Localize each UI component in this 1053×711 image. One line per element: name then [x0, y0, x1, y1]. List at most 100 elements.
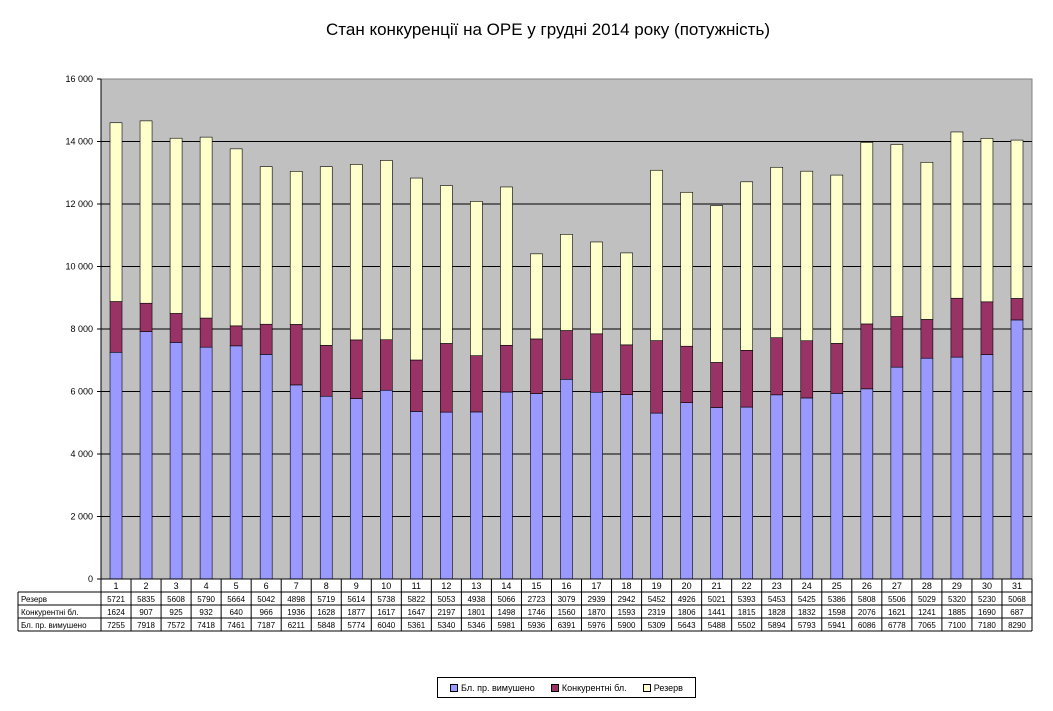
table-cell: 966	[259, 608, 273, 617]
bar-1-30	[980, 354, 994, 580]
category-label: 19	[652, 581, 662, 591]
bar-2-30	[980, 301, 994, 355]
category-label: 12	[441, 581, 451, 591]
category-row	[101, 579, 1032, 592]
table-cell: 3079	[558, 595, 576, 604]
table-cell: 7461	[227, 621, 245, 630]
category-label: 25	[832, 581, 842, 591]
bar-3-4	[199, 136, 213, 319]
table-cell: 1806	[678, 608, 696, 617]
bar-1-26	[860, 388, 874, 580]
table-cell: 4938	[468, 595, 486, 604]
bar-1-1	[109, 351, 123, 580]
category-label: 20	[682, 581, 692, 591]
table-cell: 5643	[678, 621, 696, 630]
bar-1-28	[920, 357, 934, 580]
category-label: 30	[982, 581, 992, 591]
bar-3-26	[860, 142, 874, 325]
bar-2-13	[470, 355, 483, 413]
table-cell: 2723	[528, 595, 546, 604]
table-cell: 907	[139, 608, 153, 617]
bar-2-8	[319, 345, 333, 397]
table-cell: 5068	[1008, 595, 1026, 604]
table-cell: 7187	[257, 621, 275, 630]
category-label: 10	[381, 581, 391, 591]
table-cell: 5053	[437, 595, 455, 604]
category-label: 31	[1012, 581, 1022, 591]
legend-swatch-competitive	[550, 683, 559, 692]
table-cell: 4926	[678, 595, 696, 604]
bar-2-25	[830, 343, 844, 394]
table-cell: 6040	[377, 621, 395, 630]
legend: Бл. пр. вимушено Конкурентні бл. Резерв	[437, 677, 696, 698]
table-cell: 5021	[708, 595, 726, 604]
table-cell: 6086	[858, 621, 876, 630]
table-cell: 1885	[948, 608, 966, 617]
table-cell: 5894	[768, 621, 786, 630]
table-cell: 6211	[288, 621, 306, 630]
bar-1-18	[620, 394, 633, 580]
table-cell: 2076	[858, 608, 876, 617]
table-cell: 5230	[978, 595, 996, 604]
bar-2-4	[199, 317, 213, 348]
bar-1-12	[440, 411, 453, 580]
bar-3-31	[1010, 139, 1024, 299]
category-label: 14	[501, 581, 511, 591]
bar-1-6	[259, 354, 273, 580]
table-cell: 5029	[918, 595, 936, 604]
table-cell: 932	[199, 608, 213, 617]
table-cell: 5614	[347, 595, 365, 604]
table-cell: 5721	[107, 595, 125, 604]
table-cell: 1621	[888, 608, 906, 617]
table-cell: 5361	[407, 621, 425, 630]
bar-3-19	[650, 169, 663, 341]
bar-2-19	[650, 340, 663, 414]
table-cell: 1828	[768, 608, 786, 617]
bar-2-17	[590, 333, 603, 393]
table-cell: 5848	[317, 621, 335, 630]
category-label: 11	[412, 581, 421, 591]
table-cell: 1498	[498, 608, 516, 617]
category-label: 27	[892, 581, 902, 591]
legend-label-forced: Бл. пр. вимушено	[461, 682, 535, 693]
bar-3-24	[800, 170, 814, 342]
category-label: 17	[592, 581, 602, 591]
bar-3-18	[620, 252, 633, 346]
table-cell: 2197	[437, 608, 455, 617]
table-cell: 7065	[918, 621, 936, 630]
bar-1-25	[830, 393, 844, 580]
table-cell: 1877	[347, 608, 365, 617]
table-cell: 1628	[317, 608, 335, 617]
bar-3-29	[950, 131, 964, 299]
bar-3-3	[169, 137, 183, 314]
bar-2-12	[440, 343, 453, 413]
legend-item-reserve: Резерв	[642, 683, 683, 693]
table-cell: 5452	[648, 595, 666, 604]
category-label: 9	[354, 581, 359, 591]
table-cell: 7100	[948, 621, 966, 630]
bar-2-2	[139, 302, 153, 332]
y-tick-label: 2 000	[70, 512, 93, 522]
category-label: 23	[772, 581, 782, 591]
category-label: 22	[742, 581, 752, 591]
table-cell: 640	[229, 608, 243, 617]
table-cell: 5664	[227, 595, 245, 604]
table-cell: 4898	[287, 595, 305, 604]
bar-1-22	[740, 406, 753, 580]
bar-1-3	[169, 342, 183, 580]
category-label: 15	[531, 581, 541, 591]
bar-3-9	[349, 164, 363, 341]
table-cell: 5976	[588, 621, 606, 630]
y-tick-label: 12 000	[65, 199, 93, 209]
table-cell: 5320	[948, 595, 966, 604]
table-cell: 5822	[407, 595, 425, 604]
bar-2-1	[109, 301, 123, 353]
bar-1-27	[890, 366, 904, 580]
table-cell: 5835	[137, 595, 155, 604]
category-label: 4	[204, 581, 209, 591]
bar-3-22	[740, 181, 753, 351]
bar-1-11	[410, 411, 423, 580]
table-row-label: Конкурентні бл.	[21, 608, 79, 617]
table-cell: 5936	[528, 621, 546, 630]
table-cell: 1690	[978, 608, 996, 617]
